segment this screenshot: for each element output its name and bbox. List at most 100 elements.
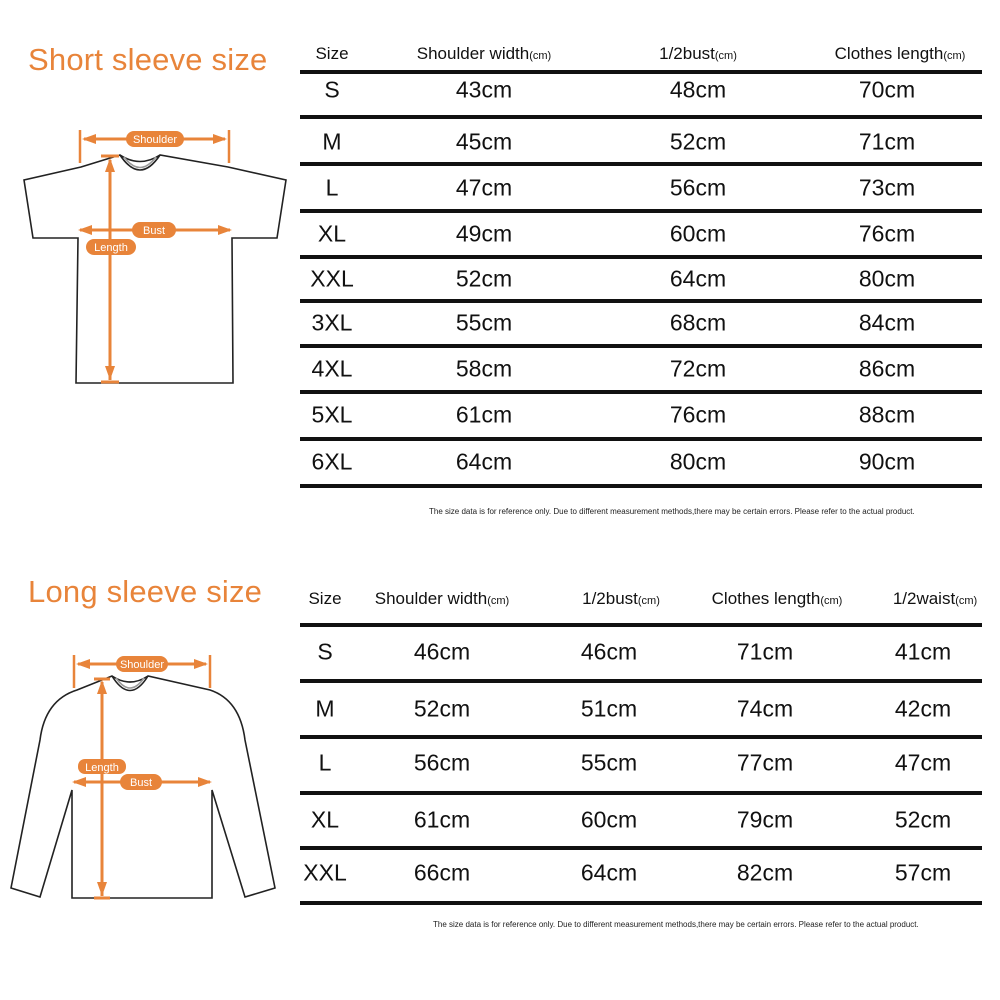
measurement-cell: 46cm	[413, 638, 471, 665]
measurement-cell: 56cm	[413, 749, 471, 776]
measurement-cell: 60cm	[580, 806, 638, 833]
measurement-cell: 47cm	[455, 174, 513, 201]
table-divider	[300, 70, 982, 74]
column-header-label: Clothes length	[834, 44, 944, 63]
table-divider	[300, 735, 982, 739]
measurement-cell: 68cm	[669, 309, 727, 336]
measurement-cell: 72cm	[669, 355, 727, 382]
bust-label: Bust	[143, 225, 165, 237]
column-header: 1/2bust(cm)	[659, 44, 737, 64]
length-label: Length	[85, 762, 119, 774]
size-cell: S	[317, 638, 333, 665]
size-cell: XXL	[303, 859, 347, 886]
measurement-cell: 74cm	[736, 695, 794, 722]
column-header-label: Size	[315, 44, 349, 63]
measurement-cell: 42cm	[894, 695, 952, 722]
table-divider	[300, 162, 982, 166]
column-header-unit: (cm)	[714, 50, 737, 62]
shoulder-label: Shoulder	[133, 134, 177, 146]
size-cell: M	[322, 128, 342, 155]
measurement-cell: 82cm	[736, 859, 794, 886]
short-sleeve-title: Short sleeve size	[28, 42, 268, 77]
measurement-cell: 61cm	[455, 401, 513, 428]
long-sleeve-shirt-diagram: Shoulder Bust Length	[10, 655, 276, 900]
shoulder-label: Shoulder	[120, 659, 164, 671]
measurement-cell: 45cm	[455, 128, 513, 155]
measurement-cell: 58cm	[455, 355, 513, 382]
column-header: Clothes length(cm)	[712, 589, 843, 609]
size-cell: 4XL	[311, 355, 353, 382]
column-header-label: 1/2bust	[582, 589, 638, 608]
measurement-cell: 64cm	[580, 859, 638, 886]
size-cell: 6XL	[311, 448, 353, 475]
tshirt-outline-icon	[23, 154, 287, 384]
measurement-cell: 52cm	[669, 128, 727, 155]
measurement-cell: 80cm	[858, 265, 916, 292]
table-divider	[300, 344, 982, 348]
column-header: Clothes length(cm)	[835, 44, 966, 64]
table-divider	[300, 390, 982, 394]
table-divider	[300, 679, 982, 683]
measurement-cell: 52cm	[894, 806, 952, 833]
table-divider	[300, 484, 982, 488]
measurement-cell: 43cm	[455, 76, 513, 103]
table-divider	[300, 901, 982, 905]
size-cell: L	[318, 749, 332, 776]
bust-label: Bust	[130, 777, 152, 789]
measurement-cell: 71cm	[858, 128, 916, 155]
measurement-cell: 46cm	[580, 638, 638, 665]
measurement-cell: 48cm	[669, 76, 727, 103]
size-cell: XL	[317, 220, 347, 247]
column-header-unit: (cm)	[487, 595, 510, 607]
column-header: 1/2waist(cm)	[893, 589, 977, 609]
measurement-cell: 52cm	[413, 695, 471, 722]
measurement-cell: 51cm	[580, 695, 638, 722]
longsleeve-outline-icon	[10, 675, 276, 899]
size-cell: XL	[310, 806, 340, 833]
short-sleeve-disclaimer: The size data is for reference only. Due…	[429, 507, 915, 516]
column-header-label: Clothes length	[711, 589, 821, 608]
length-label: Length	[94, 242, 128, 254]
table-divider	[300, 209, 982, 213]
column-header-label: 1/2waist	[892, 589, 956, 608]
table-divider	[300, 846, 982, 850]
measurement-cell: 56cm	[669, 174, 727, 201]
table-divider	[300, 115, 982, 119]
measurement-cell: 76cm	[858, 220, 916, 247]
measurement-cell: 49cm	[455, 220, 513, 247]
measurement-cell: 64cm	[455, 448, 513, 475]
table-divider	[300, 437, 982, 441]
measurement-cell: 64cm	[669, 265, 727, 292]
size-cell: 5XL	[311, 401, 353, 428]
measurement-cell: 76cm	[669, 401, 727, 428]
size-cell: L	[325, 174, 339, 201]
size-cell: S	[324, 76, 340, 103]
table-divider	[300, 791, 982, 795]
size-cell: 3XL	[311, 309, 353, 336]
size-cell: XXL	[310, 265, 354, 292]
measurement-cell: 90cm	[858, 448, 916, 475]
measurement-cell: 41cm	[894, 638, 952, 665]
column-header-label: Shoulder width	[416, 44, 530, 63]
measurement-cell: 71cm	[736, 638, 794, 665]
table-divider	[300, 299, 982, 303]
column-header-unit: (cm)	[820, 595, 843, 607]
column-header: Shoulder width(cm)	[375, 589, 509, 609]
measurement-cell: 88cm	[858, 401, 916, 428]
measurement-cell: 73cm	[858, 174, 916, 201]
measurement-cell: 70cm	[858, 76, 916, 103]
table-divider	[300, 255, 982, 259]
measurement-cell: 57cm	[894, 859, 952, 886]
column-header-unit: (cm)	[529, 50, 552, 62]
column-header: Size	[315, 44, 348, 64]
measurement-cell: 60cm	[669, 220, 727, 247]
measurement-cell: 86cm	[858, 355, 916, 382]
column-header: Shoulder width(cm)	[417, 44, 551, 64]
measurement-cell: 52cm	[455, 265, 513, 292]
column-header-label: Shoulder width	[374, 589, 488, 608]
measurement-cell: 61cm	[413, 806, 471, 833]
long-sleeve-disclaimer: The size data is for reference only. Due…	[433, 920, 919, 929]
measurement-cell: 55cm	[455, 309, 513, 336]
short-sleeve-tshirt-diagram: Shoulder Bust Length	[23, 130, 287, 384]
size-cell: M	[315, 695, 335, 722]
